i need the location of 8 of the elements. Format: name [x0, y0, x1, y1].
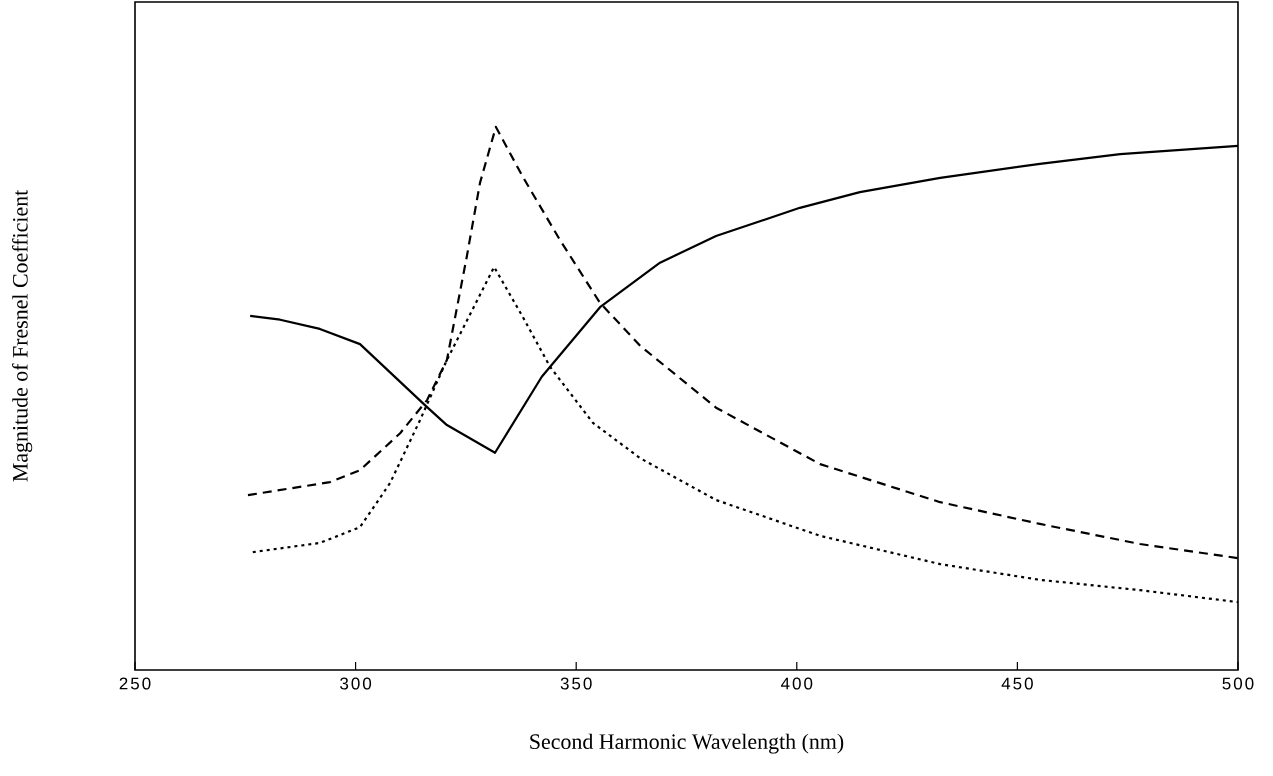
x-axis-title: Second Harmonic Wavelength (nm) [530, 733, 844, 754]
x-tick-label: 350 [560, 677, 592, 690]
x-tick-label: 400 [781, 677, 813, 690]
x-tick-label: 300 [340, 677, 372, 690]
x-tick-label: 250 [119, 677, 151, 690]
y-axis-title: Magnitude of Fresnel Coefficient [12, 189, 33, 482]
x-tick-label: 500 [1222, 677, 1254, 690]
x-tick-label: 450 [1001, 677, 1033, 690]
